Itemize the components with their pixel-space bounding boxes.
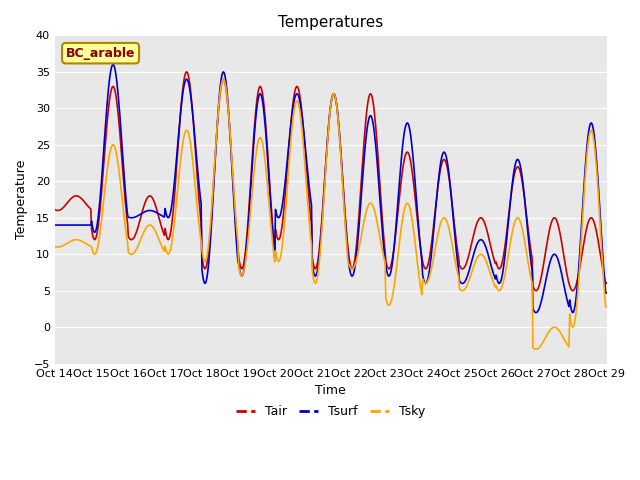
Legend: Tair, Tsurf, Tsky: Tair, Tsurf, Tsky <box>231 400 430 423</box>
X-axis label: Time: Time <box>316 384 346 397</box>
Y-axis label: Temperature: Temperature <box>15 160 28 239</box>
Title: Temperatures: Temperatures <box>278 15 383 30</box>
Text: BC_arable: BC_arable <box>66 47 135 60</box>
